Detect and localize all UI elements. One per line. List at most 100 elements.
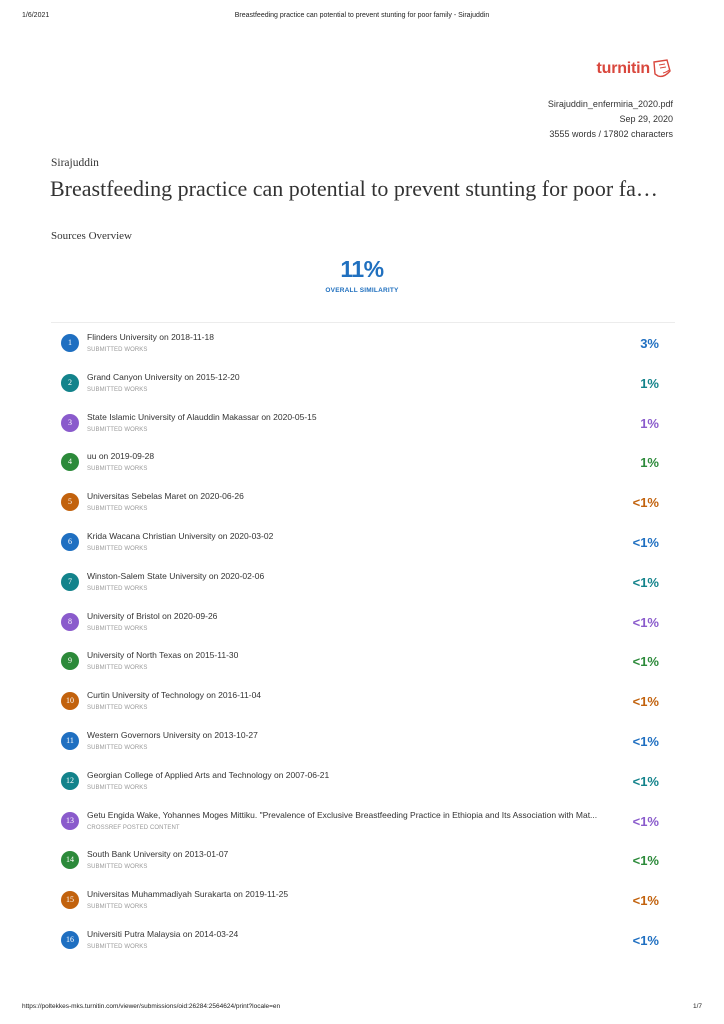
source-type: SUBMITTED WORKS — [87, 466, 148, 473]
source-name[interactable]: Getu Engida Wake, Yohannes Moges Mittiku… — [87, 809, 598, 820]
source-percent: <1% — [632, 495, 659, 511]
overall-similarity: 11% OVERALL SIMILARITY — [0, 256, 724, 294]
source-row[interactable]: 15 Universitas Muhammadiyah Surakarta on … — [51, 881, 675, 921]
source-row[interactable]: 11 Western Governors University on 2013-1… — [51, 722, 675, 762]
source-type: SUBMITTED WORKS — [87, 426, 148, 433]
source-percent: <1% — [632, 574, 659, 590]
source-name[interactable]: Universitas Muhammadiyah Surakarta on 20… — [87, 889, 289, 900]
source-row[interactable]: 9 University of North Texas on 2015-11-30… — [51, 642, 675, 682]
source-number-badge: 1 — [61, 334, 79, 352]
source-percent: <1% — [632, 932, 659, 948]
source-percent: <1% — [632, 893, 659, 909]
source-type: SUBMITTED WORKS — [87, 864, 148, 871]
source-type: SUBMITTED WORKS — [87, 665, 148, 672]
source-number-badge: 2 — [61, 373, 79, 392]
source-row[interactable]: 13 Getu Engida Wake, Yohannes Moges Mitti… — [51, 802, 675, 842]
source-type: SUBMITTED WORKS — [87, 784, 148, 791]
file-date: Sep 29, 2020 — [619, 114, 673, 124]
source-type: SUBMITTED WORKS — [87, 545, 148, 552]
source-percent: <1% — [632, 654, 659, 670]
print-title: Breastfeeding practice can potential to … — [234, 12, 490, 19]
source-number-badge: 13 — [61, 811, 79, 830]
source-row[interactable]: 4 uu on 2019-09-28 SUBMITTED WORKS 1% — [51, 443, 675, 483]
page-number: 1/7 — [692, 1003, 702, 1010]
source-percent: <1% — [632, 534, 659, 550]
source-percent: 1% — [640, 415, 659, 431]
source-number-badge: 8 — [61, 612, 79, 631]
source-name[interactable]: Winston-Salem State University on 2020-0… — [87, 570, 265, 581]
source-number-badge: 15 — [61, 891, 79, 910]
source-percent: <1% — [632, 813, 659, 829]
source-row[interactable]: 8 University of Bristol on 2020-09-26 SUBM… — [51, 603, 675, 643]
author-name: Sirajuddin — [51, 157, 99, 169]
source-type: SUBMITTED WORKS — [87, 705, 148, 712]
source-name[interactable]: State Islamic University of Alauddin Mak… — [87, 411, 317, 422]
source-number-badge: 7 — [61, 572, 79, 591]
source-row[interactable]: 2 Grand Canyon University on 2015-12-20 SU… — [51, 364, 675, 404]
file-meta: Sirajuddin_enfermiria_2020.pdf Sep 29, 2… — [548, 97, 673, 142]
source-row[interactable]: 12 Georgian College of Applied Arts and T… — [51, 762, 675, 802]
source-number-badge: 9 — [61, 652, 79, 671]
file-name: Sirajuddin_enfermiria_2020.pdf — [547, 99, 673, 109]
overall-similarity-percent: 11% — [340, 256, 384, 282]
source-percent: <1% — [632, 853, 659, 869]
source-row[interactable]: 7 Winston-Salem State University on 2020-… — [51, 563, 675, 603]
overall-similarity-label: OVERALL SIMILARITY — [325, 287, 399, 294]
source-number-badge: 11 — [61, 731, 79, 750]
source-number-badge: 5 — [61, 493, 79, 512]
divider — [51, 322, 675, 323]
source-name[interactable]: Flinders University on 2018-11-18 — [87, 332, 214, 342]
source-number-badge: 10 — [61, 692, 79, 711]
source-row[interactable]: 10 Curtin University of Technology on 201… — [51, 682, 675, 722]
source-number-badge: 6 — [61, 532, 79, 551]
source-number-badge: 16 — [61, 930, 79, 949]
source-percent: 1% — [640, 375, 659, 391]
source-percent: <1% — [632, 614, 659, 630]
source-name[interactable]: South Bank University on 2013-01-07 — [87, 849, 229, 860]
source-type: SUBMITTED WORKS — [87, 744, 148, 751]
source-type: CROSSREF POSTED CONTENT — [87, 824, 180, 831]
print-header: 1/6/2021 Breastfeeding practice can pote… — [22, 12, 702, 24]
source-percent: 3% — [640, 336, 659, 351]
turnitin-wordmark: turnitin — [596, 60, 651, 77]
source-number-badge: 3 — [61, 413, 79, 432]
source-name[interactable]: Universitas Sebelas Maret on 2020-06-26 — [87, 491, 244, 502]
source-name[interactable]: University of Bristol on 2020-09-26 — [87, 610, 218, 621]
source-row[interactable]: 1 Flinders University on 2018-11-18 SUBMIT… — [51, 324, 675, 364]
source-name[interactable]: Universiti Putra Malaysia on 2014-03-24 — [87, 928, 239, 939]
source-number-badge: 14 — [61, 851, 79, 870]
source-row[interactable]: 6 Krida Wacana Christian University on 20… — [51, 523, 675, 563]
turnitin-logo-icon — [653, 59, 671, 78]
turnitin-logo: turnitin — [597, 57, 674, 81]
source-type: SUBMITTED WORKS — [87, 347, 148, 353]
source-name[interactable]: University of North Texas on 2015-11-30 — [87, 650, 239, 661]
source-name[interactable]: Georgian College of Applied Arts and Tec… — [87, 769, 330, 780]
document-title: Breastfeeding practice can potential to … — [50, 176, 674, 201]
source-name[interactable]: Western Governors University on 2013-10-… — [87, 729, 258, 740]
print-url: https://poltekkes-mks.turnitin.com/viewe… — [22, 1003, 281, 1010]
file-counts: 3555 words / 17802 characters — [549, 129, 673, 139]
source-type: SUBMITTED WORKS — [87, 904, 148, 911]
source-row[interactable]: 14 South Bank University on 2013-01-07 SUB… — [51, 841, 675, 881]
source-number-badge: 12 — [61, 771, 79, 790]
source-percent: <1% — [632, 733, 659, 749]
source-percent: <1% — [632, 694, 659, 710]
source-type: SUBMITTED WORKS — [87, 506, 148, 513]
source-number-badge: 4 — [61, 453, 79, 472]
sources-overview-heading: Sources Overview — [51, 230, 132, 242]
source-name[interactable]: Krida Wacana Christian University on 202… — [87, 530, 274, 541]
source-name[interactable]: Curtin University of Technology on 2016-… — [87, 690, 262, 701]
source-row[interactable]: 5 Universitas Sebelas Maret on 2020-06-26… — [51, 483, 675, 523]
source-name[interactable]: uu on 2019-09-28 — [87, 451, 155, 462]
source-type: SUBMITTED WORKS — [87, 585, 148, 592]
print-date: 1/6/2021 — [22, 12, 50, 19]
source-row[interactable]: 16 Universiti Putra Malaysia on 2014-03-2… — [51, 921, 675, 961]
source-type: SUBMITTED WORKS — [87, 386, 148, 393]
source-percent: <1% — [632, 773, 659, 789]
source-list: 1 Flinders University on 2018-11-18 SUBMIT… — [51, 324, 675, 961]
source-row[interactable]: 3 State Islamic University of Alauddin Ma… — [51, 404, 675, 444]
source-name[interactable]: Grand Canyon University on 2015-12-20 — [87, 371, 240, 382]
source-type: SUBMITTED WORKS — [87, 943, 148, 950]
source-percent: 1% — [640, 455, 659, 471]
source-type: SUBMITTED WORKS — [87, 625, 148, 632]
